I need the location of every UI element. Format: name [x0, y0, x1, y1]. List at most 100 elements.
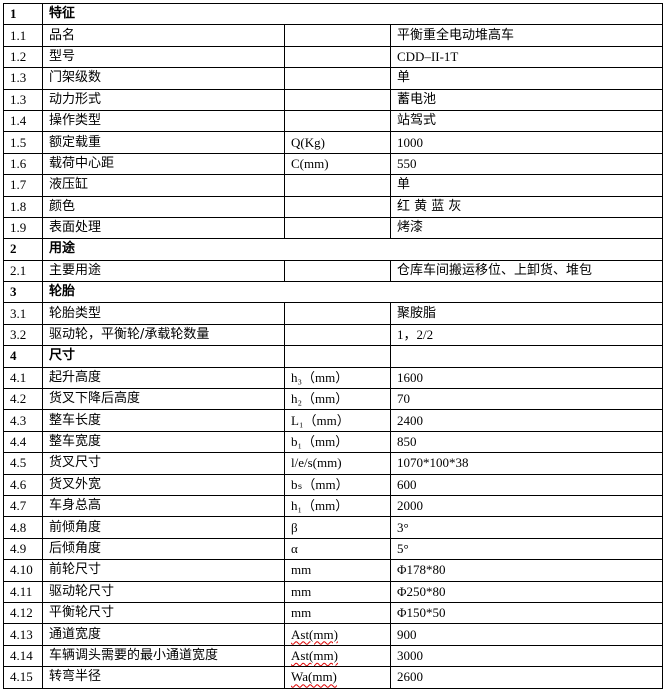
section-title: 特征 — [41, 2, 664, 26]
param-value: 站驾式 — [389, 109, 664, 133]
table-row: 1.3 动力形式 蓄电池 — [3, 88, 664, 111]
param-value: 1000 — [389, 131, 664, 154]
param-value: 5° — [389, 537, 664, 561]
param-value: Φ178*80 — [389, 559, 664, 582]
param-unit: Wa(mm) — [284, 666, 391, 689]
param-value: 平衡重全电动堆高车 — [389, 24, 664, 47]
table-row: 4.8 前倾角度 β 3° — [3, 516, 664, 539]
table-row: 4.14 车辆调头需要的最小通道宽度 Ast(mm) 3000 — [3, 644, 664, 668]
param-name: 通道宽度 — [42, 623, 285, 646]
param-name: 驱动轮尺寸 — [42, 580, 285, 603]
section-title: 用途 — [41, 238, 664, 261]
param-unit — [284, 216, 391, 240]
param-unit — [284, 302, 391, 325]
param-value: 2000 — [389, 494, 664, 518]
param-value: 1，2/2 — [389, 323, 664, 347]
param-unit — [284, 88, 391, 111]
param-unit — [284, 24, 391, 47]
param-unit: bₛ（mm） — [284, 473, 391, 496]
table-row: 1.1 品名 平衡重全电动堆高车 — [3, 24, 664, 47]
row-number: 1.2 — [3, 45, 43, 69]
row-number: 4.15 — [3, 666, 43, 689]
row-number: 1.7 — [3, 174, 43, 197]
param-name: 前倾角度 — [42, 516, 285, 539]
param-name: 门架级数 — [42, 67, 285, 90]
row-number: 1 — [3, 2, 43, 26]
param-unit: β — [284, 516, 391, 539]
row-number: 4.6 — [3, 473, 43, 496]
row-number: 4.11 — [3, 580, 43, 603]
table-row: 4.7 车身总高 h₁（mm） 2000 — [3, 494, 664, 518]
row-number: 3 — [3, 281, 43, 304]
param-value: 70 — [389, 388, 664, 411]
section-title: 尺寸 — [42, 345, 285, 368]
param-name: 额定载重 — [42, 131, 285, 154]
param-name: 前轮尺寸 — [42, 559, 285, 582]
unit-text: mm — [291, 583, 312, 599]
param-unit: C(mm) — [284, 152, 391, 176]
param-unit: h₂（mm） — [284, 388, 391, 411]
param-unit — [284, 345, 391, 368]
table-row: 2.1 主要用途 仓库车间搬运移位、上卸货、堆包 — [3, 259, 664, 283]
row-number: 4.9 — [3, 537, 43, 561]
param-value: 1600 — [389, 366, 664, 390]
param-value: 600 — [389, 473, 664, 496]
unit-text: Ast(mm) — [291, 647, 338, 663]
section-title: 轮胎 — [41, 281, 664, 304]
param-name: 货叉外宽 — [42, 473, 285, 496]
row-number: 4.4 — [3, 430, 43, 454]
row-number: 4.12 — [3, 601, 43, 625]
section-row: 2 用途 — [3, 238, 664, 261]
param-name: 驱动轮，平衡轮/承载轮数量 — [42, 323, 285, 347]
param-value: 单 — [389, 67, 664, 90]
row-number: 4.3 — [3, 409, 43, 432]
table-row: 4.4 整车宽度 b₁（mm） 850 — [3, 430, 664, 454]
param-unit: b₁（mm） — [284, 430, 391, 454]
section-row: 3 轮胎 — [3, 281, 664, 304]
row-number: 4.2 — [3, 388, 43, 411]
param-value: 2400 — [389, 409, 664, 432]
param-name: 动力形式 — [42, 88, 285, 111]
unit-text: C(mm) — [291, 155, 329, 171]
param-name: 货叉下降后高度 — [42, 388, 285, 411]
param-name: 整车长度 — [42, 409, 285, 432]
row-number: 4.8 — [3, 516, 43, 539]
row-number: 4.5 — [3, 452, 43, 475]
param-name: 操作类型 — [42, 109, 285, 133]
row-number: 1.3 — [3, 88, 43, 111]
table-row: 4.3 整车长度 L₁（mm） 2400 — [3, 409, 664, 432]
unit-text: mm — [291, 562, 312, 578]
row-number: 1.9 — [3, 216, 43, 240]
row-number: 1.1 — [3, 24, 43, 47]
table-row: 4.2 货叉下降后高度 h₂（mm） 70 — [3, 388, 664, 411]
row-number: 4.10 — [3, 559, 43, 582]
param-name: 表面处理 — [42, 216, 285, 240]
param-unit: h₃（mm） — [284, 366, 391, 390]
param-value: 1070*100*38 — [389, 452, 664, 475]
unit-text: β — [291, 519, 298, 535]
unit-text: mm — [291, 605, 312, 621]
unit-text: h₂（mm） — [291, 391, 349, 407]
param-unit: α — [284, 537, 391, 561]
spec-table: 1 特征 1.1 品名 平衡重全电动堆高车 1.2 型号 CDD–II-1T 1.3 门架级数单 1… — [3, 2, 664, 689]
param-unit: Ast(mm) — [284, 623, 391, 646]
table-row: 4.12 平衡轮尺寸 mm Φ150*50 — [3, 601, 664, 625]
param-value: 单 — [389, 174, 664, 197]
param-value: 仓库车间搬运移位、上卸货、堆包 — [389, 259, 664, 283]
table-row: 1.2 型号 CDD–II-1T — [3, 45, 664, 69]
param-value: 3° — [389, 516, 664, 539]
row-number: 4.7 — [3, 494, 43, 518]
row-number: 2.1 — [3, 259, 43, 283]
param-name: 货叉尺寸 — [42, 452, 285, 475]
table-row: 1.7 液压缸 单 — [3, 174, 664, 197]
param-value: 烤漆 — [389, 216, 664, 240]
param-value: 2600 — [389, 666, 664, 689]
unit-text: α — [291, 540, 298, 556]
param-value: 3000 — [389, 644, 664, 668]
table-row: 3.2 驱动轮，平衡轮/承载轮数量 1，2/2 — [3, 323, 664, 347]
table-row: 1.4 操作类型 站驾式 — [3, 109, 664, 133]
table-row: 4.15 转弯半径 Wa(mm) 2600 — [3, 666, 664, 689]
row-number: 4 — [3, 345, 43, 368]
unit-text: Q(Kg) — [291, 134, 325, 150]
param-name: 主要用途 — [42, 259, 285, 283]
